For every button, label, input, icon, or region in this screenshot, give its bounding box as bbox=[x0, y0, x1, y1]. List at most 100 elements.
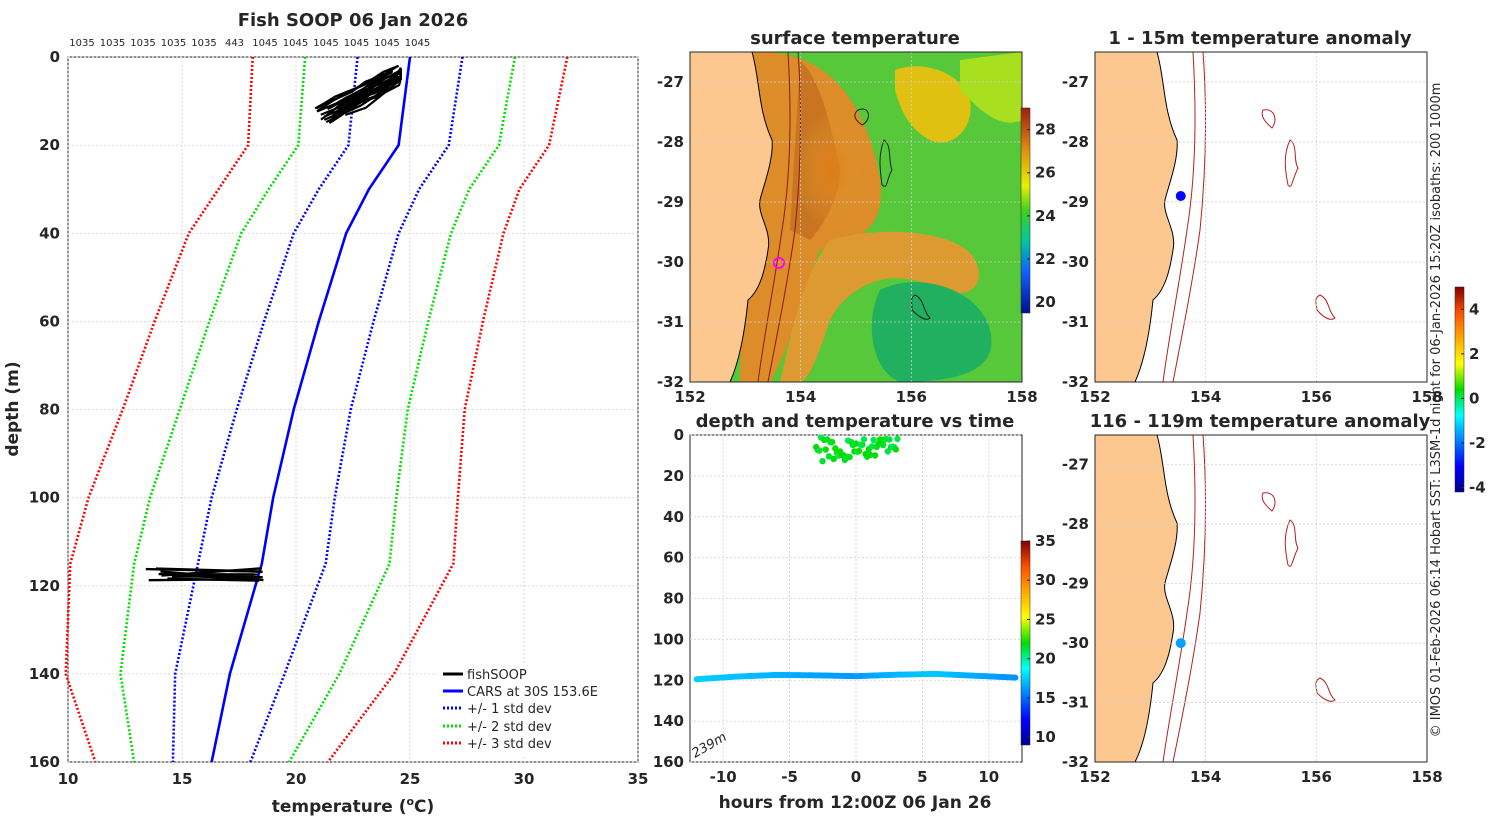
sst-lon-tick: 158 bbox=[1006, 388, 1037, 406]
sst-lat-tick: -29 bbox=[657, 193, 684, 211]
sst-map-field bbox=[690, 52, 1022, 382]
anomaly-colorbar-tick-label: -2 bbox=[1469, 434, 1486, 452]
anomaly-shallow-lon-tick: 154 bbox=[1190, 388, 1221, 406]
anomaly-shallow-ticks: 152 154 156 158 -27 -28 -29 -30 -31 -32 bbox=[1062, 73, 1443, 406]
sst-colorbar-tick-label: 20 bbox=[1035, 293, 1056, 311]
anomaly-deep-lat-tick: -28 bbox=[1062, 515, 1089, 533]
anomaly-colorbar bbox=[1454, 286, 1465, 493]
sst-colorbar-ticks: 20 22 24 26 28 bbox=[1027, 121, 1056, 311]
depth-time-y-tick: 0 bbox=[674, 426, 684, 444]
sst-colorbar-tick-label: 26 bbox=[1035, 164, 1056, 182]
profile-y-tick: 120 bbox=[29, 577, 60, 595]
anomaly-deep-ticks: 152 154 156 158 -27 -28 -29 -30 -31 -32 bbox=[1062, 456, 1443, 786]
sst-lat-tick: -32 bbox=[657, 373, 684, 391]
surface-sample-point bbox=[846, 453, 853, 461]
anomaly-colorbar-ticks: 4 2 0 -2 -4 bbox=[1461, 300, 1486, 497]
temp-colorbar-tick-label: 15 bbox=[1035, 689, 1056, 707]
anomaly-deep-frame bbox=[1094, 434, 1428, 763]
surface-sample-point bbox=[819, 457, 826, 465]
anomaly-shallow-map: 152 154 156 158 -27 -28 -29 -30 -31 -32 1 - 15m t… bbox=[1062, 28, 1443, 406]
depth-time-y-tick: 20 bbox=[663, 467, 684, 485]
legend-box bbox=[437, 665, 633, 757]
sst-colorbar-tick-label: 28 bbox=[1035, 121, 1056, 139]
x-label-end: C) bbox=[414, 797, 434, 817]
anomaly-shallow-lat-tick: -28 bbox=[1062, 133, 1089, 151]
anomaly-deep-field bbox=[1095, 435, 1427, 762]
anomaly-shallow-isobath-200 bbox=[1162, 52, 1196, 382]
anomaly-shallow-lat-tick: -30 bbox=[1062, 253, 1089, 271]
sst-land bbox=[690, 52, 773, 382]
sst-seamount-1 bbox=[854, 108, 869, 126]
seamount-f bbox=[1315, 677, 1336, 702]
anomaly-colorbar-tick-label: 0 bbox=[1469, 389, 1479, 407]
depth-time-x-tick: -5 bbox=[781, 768, 798, 786]
surface-sample-point bbox=[870, 436, 877, 444]
depth-time-x-tick: -10 bbox=[710, 768, 737, 786]
deep-sample-point bbox=[1012, 674, 1019, 681]
profile-title: Fish SOOP 06 Jan 2026 bbox=[238, 10, 469, 31]
depth-time-y-tick: 160 bbox=[653, 753, 684, 771]
anomaly-deep-lon-tick: 154 bbox=[1190, 768, 1221, 786]
temp-colorbar-ticks: 10 15 20 25 30 35 bbox=[1027, 532, 1056, 746]
cast-label: 1045 bbox=[374, 38, 399, 49]
sst-lon-tick: 154 bbox=[785, 388, 816, 406]
sst-lat-tick: -28 bbox=[657, 133, 684, 151]
sst-patch-yellow bbox=[895, 66, 971, 143]
anomaly-shallow-lon-tick: 156 bbox=[1301, 388, 1332, 406]
depth-time-x-ticks: -10 -5 0 5 10 bbox=[710, 768, 1000, 786]
sst-ticks: 152 154 156 158 -27 -28 -29 -30 -31 -32 bbox=[657, 73, 1038, 406]
profile-x-tick: 20 bbox=[286, 770, 307, 788]
anomaly-deep-lat-tick: -32 bbox=[1062, 753, 1089, 771]
anomaly-shallow-lat-tick: -29 bbox=[1062, 193, 1089, 211]
sst-blob bbox=[795, 110, 865, 230]
surface-sample-point bbox=[886, 436, 893, 443]
surface-sample-point bbox=[860, 436, 868, 443]
profile-x-tick: 15 bbox=[172, 770, 193, 788]
profile-y-tick: 40 bbox=[39, 224, 60, 242]
anomaly-deep-lon-tick: 156 bbox=[1301, 768, 1332, 786]
anomaly-shallow-land bbox=[1095, 52, 1178, 382]
anomaly-deep-lat-tick: -30 bbox=[1062, 634, 1089, 652]
anomaly-shallow-lat-tick: -27 bbox=[1062, 73, 1089, 91]
cast-label: 1035 bbox=[130, 38, 155, 49]
anomaly-colorbar-tick-label: 2 bbox=[1469, 345, 1479, 363]
fishsoop-surface-trace bbox=[344, 73, 402, 116]
surface-sample-point bbox=[868, 443, 876, 450]
temp-colorbar-tick-label: 35 bbox=[1035, 532, 1056, 550]
surface-sample-point bbox=[828, 438, 836, 446]
temp-colorbar-tick-label: 25 bbox=[1035, 610, 1056, 628]
profile-legend: fishSOOP CARS at 30S 153.6E +/- 1 std de… bbox=[437, 665, 633, 757]
sst-colorbar-tick-label: 24 bbox=[1035, 207, 1056, 225]
sst-map: 152 154 156 158 -27 -28 -29 -30 -31 -32 surface t… bbox=[657, 28, 1056, 406]
profile-y-tick: 20 bbox=[39, 136, 60, 154]
surface-sample-point bbox=[871, 452, 879, 459]
depth-time-x-tick: 5 bbox=[917, 768, 927, 786]
surface-sample-point bbox=[822, 446, 829, 453]
temp-colorbar-tick-label: 30 bbox=[1035, 571, 1056, 589]
anomaly-deep-lat-tick: -29 bbox=[1062, 575, 1089, 593]
profile-y-tick: 60 bbox=[39, 312, 60, 330]
sst-patch-light bbox=[960, 52, 1022, 123]
anomaly-deep-isobath-1000 bbox=[1172, 435, 1207, 762]
profile-y-tick: 80 bbox=[39, 401, 60, 419]
seamount-b bbox=[1284, 139, 1299, 187]
cast-label: 1045 bbox=[283, 38, 308, 49]
cast-label: 1045 bbox=[252, 38, 277, 49]
sst-lat-tick: -27 bbox=[657, 73, 684, 91]
profile-x-tick: 25 bbox=[400, 770, 421, 788]
temp-colorbar-tick-label: 10 bbox=[1035, 728, 1056, 746]
std3-lower-line bbox=[64, 56, 254, 763]
std3-upper-line bbox=[326, 56, 569, 763]
anomaly-shallow-lat-tick: -32 bbox=[1062, 373, 1089, 391]
depth-time-x-tick: 0 bbox=[851, 768, 861, 786]
anomaly-deep-points bbox=[1175, 638, 1186, 649]
profile-y-tick: 160 bbox=[29, 753, 60, 771]
anomaly-deep-lat-tick: -27 bbox=[1062, 456, 1089, 474]
depth-time-title: depth and temperature vs time bbox=[696, 411, 1015, 432]
profile-fishsoop bbox=[145, 64, 402, 582]
sst-lon-tick: 152 bbox=[674, 388, 705, 406]
std1-upper-line bbox=[249, 56, 464, 763]
profile-y-tick: 100 bbox=[29, 489, 60, 507]
